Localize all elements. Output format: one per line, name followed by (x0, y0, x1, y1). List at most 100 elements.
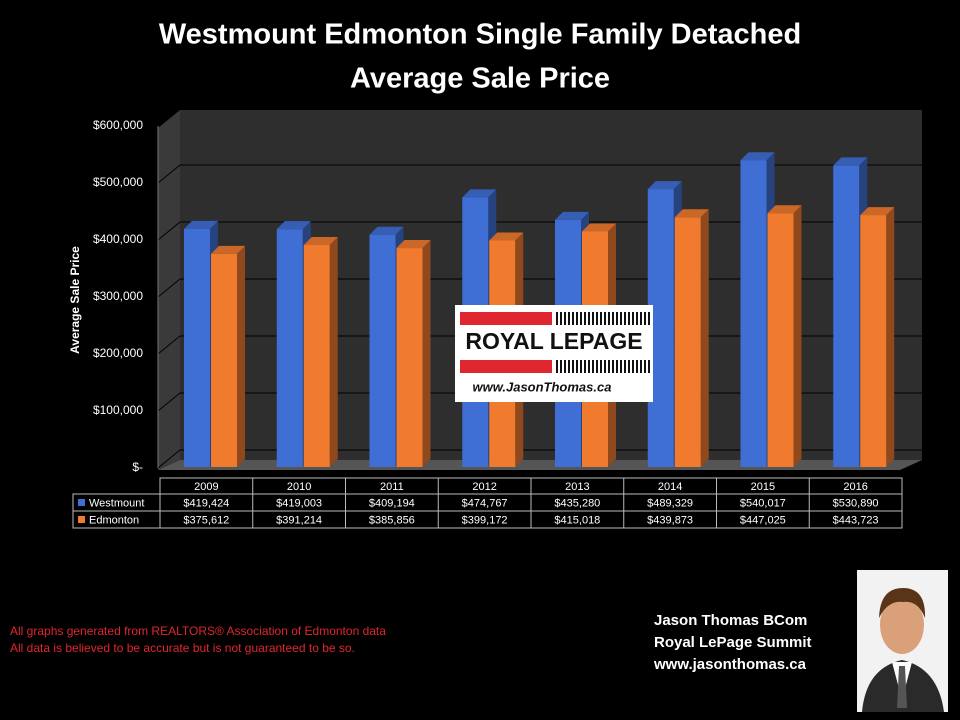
logo-url: www.JasonThomas.ca (473, 379, 612, 394)
bar-top (740, 152, 775, 161)
bar-side (237, 245, 245, 467)
x-tick-label: 2015 (751, 481, 775, 493)
bar-side (793, 205, 802, 468)
barcode-line (644, 360, 646, 373)
y-tick-label: $400,000 (93, 232, 143, 246)
data-table: 2009 $419,424 $375,612 2010 $419,003 $391,214… (72, 477, 903, 529)
data-label: $540,017 (740, 497, 786, 509)
barcode-line (572, 360, 574, 373)
barcode-line (568, 360, 570, 373)
x-tick-label: 2013 (565, 481, 589, 493)
barcode-line (628, 360, 630, 373)
barcode-line (632, 312, 634, 325)
barcode-line (620, 360, 622, 373)
back-wall (180, 110, 922, 460)
y-tick-label: $- (132, 460, 143, 474)
barcode-line (640, 360, 642, 373)
data-label: $375,612 (183, 514, 229, 526)
grid-line (157, 107, 922, 127)
data-label: $391,214 (276, 514, 322, 526)
barcode-line (648, 360, 650, 373)
portrait-face (880, 596, 924, 654)
barcode-line (604, 360, 606, 373)
bar-top (489, 232, 524, 241)
bar-top (211, 245, 245, 254)
y-tick-label: $500,000 (93, 175, 143, 189)
barcode-line (620, 312, 622, 325)
bar-top (396, 240, 431, 249)
data-label: $489,329 (647, 497, 693, 509)
x-tick-label: 2014 (658, 481, 682, 493)
bar-top (462, 189, 497, 198)
barcode-line (580, 312, 582, 325)
bar (303, 245, 330, 467)
data-label: $419,003 (276, 497, 322, 509)
bar-top (276, 221, 311, 230)
footnote: All data is believed to be accurate but … (10, 641, 355, 655)
barcode-line (580, 360, 582, 373)
bar (674, 217, 701, 467)
barcode-line (584, 312, 586, 325)
legend-label: Westmount (89, 497, 144, 509)
barcode-line (608, 312, 610, 325)
barcode-line (628, 312, 630, 325)
barcode-line (624, 312, 626, 325)
data-label: $385,856 (369, 514, 415, 526)
barcode-line (560, 312, 562, 325)
x-tick-label: 2016 (843, 481, 867, 493)
bar-top (184, 220, 218, 229)
barcode-line (636, 360, 638, 373)
legend-label: Edmonton (89, 514, 139, 526)
data-label: $399,172 (462, 514, 508, 526)
bar-top (369, 226, 404, 235)
data-label: $435,280 (554, 497, 600, 509)
bar-top (674, 209, 709, 218)
x-tick-label: 2009 (194, 481, 218, 493)
barcode-line (592, 312, 594, 325)
y-tick-label: $100,000 (93, 403, 143, 417)
bar-top (833, 157, 868, 166)
signature: Royal LePage Summit (654, 634, 812, 651)
legend-swatch (78, 499, 85, 506)
data-label: $530,890 (833, 497, 879, 509)
bar (184, 228, 210, 467)
barcode-line (604, 312, 606, 325)
x-tick-label: 2011 (380, 481, 404, 493)
barcode-line (608, 360, 610, 373)
data-label: $439,873 (647, 514, 693, 526)
logo: ROYAL LEPAGE www.JasonThomas.ca (455, 305, 653, 402)
barcode-line (564, 360, 566, 373)
barcode-line (612, 312, 614, 325)
barcode-line (576, 312, 578, 325)
bar (833, 165, 860, 467)
signature: www.jasonthomas.ca (653, 656, 807, 673)
bar-side (886, 207, 895, 468)
barcode-line (612, 360, 614, 373)
barcode-line (564, 312, 566, 325)
floor (158, 460, 922, 470)
barcode-line (584, 360, 586, 373)
data-label: $415,018 (554, 514, 600, 526)
logo-barcode (556, 312, 650, 373)
bar (211, 253, 237, 467)
bar (767, 213, 794, 467)
barcode-line (596, 360, 598, 373)
bar (860, 215, 887, 467)
chart-subtitle: Average Sale Price (350, 63, 610, 95)
y-tick-label: $300,000 (93, 289, 143, 303)
signature: Jason Thomas BCom (654, 612, 807, 629)
bar-side (422, 240, 431, 467)
x-tick-label: 2012 (472, 481, 496, 493)
barcode-line (648, 312, 650, 325)
barcode-line (632, 360, 634, 373)
barcode-line (616, 312, 618, 325)
bar-top (647, 181, 682, 190)
logo-bar (460, 312, 552, 325)
data-label: $443,723 (833, 514, 879, 526)
bar-top (767, 205, 802, 214)
barcode-line (636, 312, 638, 325)
bar-side (329, 237, 338, 467)
barcode-line (640, 312, 642, 325)
barcode-line (556, 312, 558, 325)
